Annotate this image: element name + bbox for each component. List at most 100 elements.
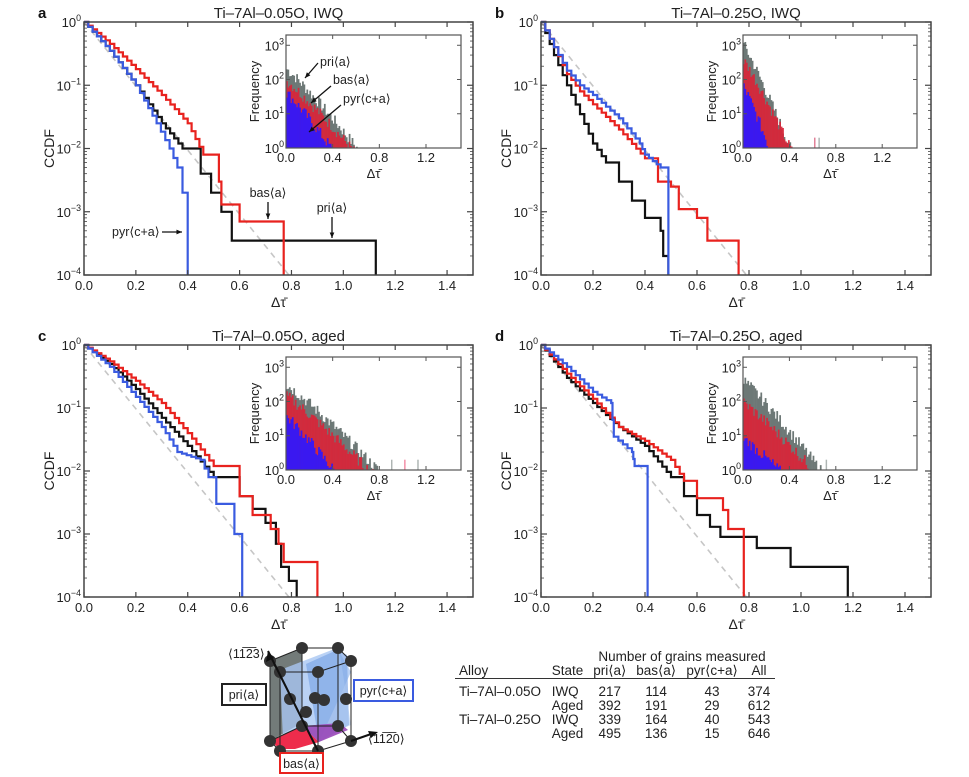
x-tick-label: 0.2 xyxy=(127,600,145,615)
inset-y-tick-label: 102 xyxy=(722,393,741,410)
y-tick-label: 10−3 xyxy=(56,203,81,220)
ccdf-series-group xyxy=(84,343,319,597)
panel-label: c xyxy=(38,328,46,345)
histogram-bar xyxy=(754,409,757,470)
x-tick-label: 0.8 xyxy=(740,278,758,293)
arrowhead-icon xyxy=(305,72,311,78)
ccdf-line-pyr xyxy=(541,20,670,275)
inset-x-tick-label: 1.2 xyxy=(873,472,891,487)
histogram-bar xyxy=(750,450,752,470)
histogram-bar xyxy=(364,452,367,470)
x-tick-label: 0.6 xyxy=(231,278,249,293)
histogram-bar xyxy=(806,468,809,470)
atom xyxy=(300,706,312,718)
histogram-bar xyxy=(345,143,348,148)
histogram-bar xyxy=(815,460,818,470)
inset-x-tick-label: 1.2 xyxy=(873,150,891,165)
cell-bas: 114 xyxy=(645,683,667,699)
histogram-bar xyxy=(767,457,770,470)
histogram-bar xyxy=(318,130,320,148)
histogram-bar xyxy=(806,456,809,470)
inset-y-axis-label: Frequency xyxy=(704,382,719,444)
histogram-bar xyxy=(770,462,773,470)
bas-label-box xyxy=(279,752,324,774)
panel-title: Ti–7Al–0.05O, IWQ xyxy=(214,5,344,22)
cell-state: Aged xyxy=(551,725,584,741)
inset-x-tick-label: 0.0 xyxy=(734,472,752,487)
histogram-bar xyxy=(334,132,336,148)
y-tick-label: 10−2 xyxy=(513,462,538,479)
histogram-bar xyxy=(756,410,758,470)
annotation-pyr: pyr⟨c+a⟩ xyxy=(112,225,160,239)
histogram-bar xyxy=(328,143,331,148)
cell-pri: 392 xyxy=(598,697,622,713)
inset-y-tick-label: 101 xyxy=(265,427,284,444)
cell-bas: 164 xyxy=(644,711,668,727)
histogram-bar xyxy=(356,146,358,148)
histogram-bar xyxy=(300,430,303,470)
cell-alloy: Ti–7Al–0.25O xyxy=(459,711,542,727)
histogram-bar xyxy=(306,443,309,470)
histogram-bar xyxy=(329,129,332,148)
inset-y-tick-label: 103 xyxy=(265,36,284,53)
histogram-bar xyxy=(315,417,317,470)
histogram-bar xyxy=(310,438,313,470)
histogram-bar xyxy=(766,146,768,148)
inset-histogram: 0.0 0.4 0.8 1.2 100 101 102 103 Δτ̄ Frequency xyxy=(704,356,918,503)
histogram-bar xyxy=(354,454,357,470)
histogram-bar xyxy=(332,435,335,470)
col-header-all: All xyxy=(751,663,767,678)
histogram-bar xyxy=(323,141,326,148)
histogram-bar xyxy=(318,447,320,470)
histogram-bar xyxy=(296,107,298,148)
histogram-bar xyxy=(316,419,319,470)
histogram-bar xyxy=(361,457,364,470)
table-row: Aged 495 136 15 646 xyxy=(455,725,775,741)
grain-count-table: Number of grains measured Alloy State pr… xyxy=(455,650,775,741)
panel-label: b xyxy=(495,5,504,22)
histogram-bar xyxy=(328,428,331,470)
x-tick-label: 1.0 xyxy=(334,278,352,293)
histogram-bar xyxy=(335,435,338,470)
inset-x-tick-label: 1.2 xyxy=(417,150,435,165)
panel-d: d Ti–7Al–0.25O, aged 0.0 0.2 0.4 0.6 0.8 1.0 1.2… xyxy=(495,328,932,632)
ccdf-series-group xyxy=(541,343,849,597)
col-header-bas: bas⟨a⟩ xyxy=(636,663,677,678)
histogram-bar xyxy=(321,425,323,470)
histogram-bar xyxy=(291,98,294,148)
inset-frame xyxy=(285,356,462,471)
histogram-bar xyxy=(769,459,771,470)
histogram-bar xyxy=(357,465,360,470)
histogram-bar xyxy=(745,95,748,148)
col-header-state: State xyxy=(551,663,584,678)
histogram-bar xyxy=(326,126,329,148)
histogram-bar xyxy=(312,440,315,470)
y-tick-label: 100 xyxy=(62,336,81,353)
histogram-bar xyxy=(751,442,754,470)
inset-frame xyxy=(285,34,462,149)
inset-y-axis-label: Frequency xyxy=(247,382,262,444)
inset-x-tick-label: 0.4 xyxy=(324,472,342,487)
histogram-bar xyxy=(803,455,806,470)
histogram-bar xyxy=(767,105,770,148)
inset-x-tick-label: 0.0 xyxy=(277,150,295,165)
inset-y-tick-label: 102 xyxy=(265,71,284,88)
histogram-bar xyxy=(773,116,776,148)
histogram-bar xyxy=(763,98,766,148)
annotation-bas: bas⟨a⟩ xyxy=(250,186,287,200)
histogram-bar xyxy=(348,141,351,148)
histogram-bar xyxy=(747,409,750,470)
inset-x-tick-label: 0.8 xyxy=(370,472,388,487)
inset-y-tick-label: 101 xyxy=(722,427,741,444)
histogram-bar xyxy=(774,116,777,148)
histogram-bar xyxy=(332,468,335,470)
histogram-bar xyxy=(316,455,319,470)
inset-x-axis-label: Δτ̄ xyxy=(823,488,839,503)
y-tick-label: 100 xyxy=(519,13,538,30)
x-axis-label: Δτ̄ xyxy=(271,616,288,632)
histogram-bar xyxy=(774,466,777,470)
histogram-bar xyxy=(786,441,789,470)
histogram-bar xyxy=(790,452,793,470)
histogram-bar xyxy=(353,146,355,148)
y-tick-label: 10−3 xyxy=(56,525,81,542)
